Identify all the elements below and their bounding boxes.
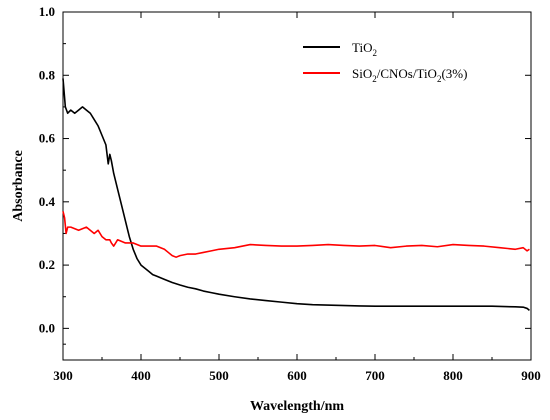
y-tick-label: 0.2 xyxy=(39,257,55,272)
legend: TiO2 SiO2/CNOs/TiO2(3%) xyxy=(303,40,467,84)
legend-part-1: SiO xyxy=(352,66,372,81)
legend-label-sio2-cnos-tio2: SiO2/CNOs/TiO2(3%) xyxy=(352,66,467,84)
y-tick-label: 0.4 xyxy=(39,194,56,209)
legend-part-2: 2 xyxy=(372,74,377,84)
axis-tick-labels: 300 400 500 600 700 800 900 0.0 0.2 0.4 0.6 0.8 1.0 xyxy=(39,4,541,383)
x-tick-label: 700 xyxy=(365,368,385,383)
axis-ticks xyxy=(62,11,532,360)
x-tick-label: 300 xyxy=(53,368,73,383)
y-tick-label: 0.6 xyxy=(39,131,56,146)
y-tick-label: 0.0 xyxy=(39,320,55,335)
series-line-tio2 xyxy=(62,78,530,311)
legend-part-3: /CNOs/TiO xyxy=(377,66,437,81)
legend-label-tio2-main: TiO xyxy=(352,40,372,55)
y-axis-title: Absorbance xyxy=(11,150,26,222)
x-tick-label: 500 xyxy=(209,368,229,383)
series-line-sio2-cnos-tio2 xyxy=(62,211,530,258)
legend-label-tio2: TiO2 xyxy=(352,40,377,58)
x-tick-label: 400 xyxy=(131,368,151,383)
x-tick-label: 600 xyxy=(287,368,307,383)
legend-part-4: 2 xyxy=(437,74,442,84)
plot-frame xyxy=(62,11,532,361)
legend-label-tio2-sub: 2 xyxy=(372,48,377,58)
x-tick-label: 900 xyxy=(521,368,541,383)
legend-part-5: (3%) xyxy=(441,66,467,81)
y-tick-label: 0.8 xyxy=(39,67,56,82)
x-axis-title: Wavelength/nm xyxy=(250,399,344,414)
series-lines xyxy=(62,78,530,311)
y-tick-label: 1.0 xyxy=(39,4,55,19)
x-tick-label: 800 xyxy=(443,368,463,383)
